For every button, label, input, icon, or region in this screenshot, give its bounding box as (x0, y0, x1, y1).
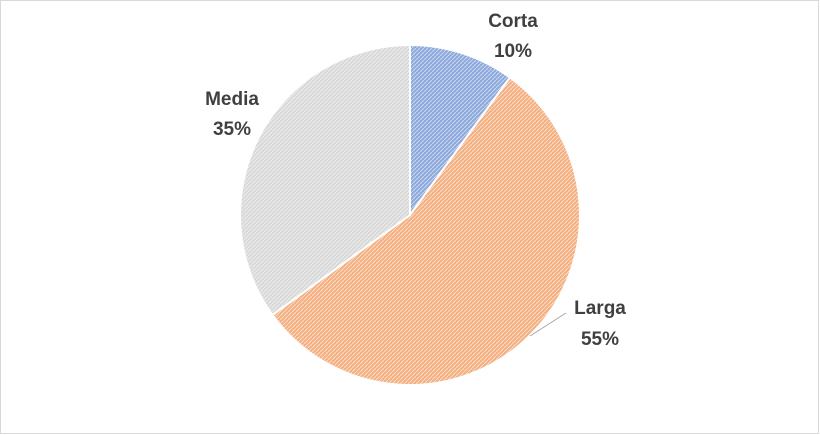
leader-line (529, 312, 567, 337)
slice-label: Media (205, 89, 259, 110)
slice-label: Corta (488, 11, 538, 32)
pie-slice (239, 43, 411, 317)
slice-value-label: 55% (581, 329, 619, 350)
pie-slice (271, 76, 582, 387)
pie (239, 43, 582, 387)
slice-value-label: 10% (494, 41, 532, 62)
slice-label: Larga (574, 298, 626, 319)
slice-value-label: 35% (213, 119, 251, 140)
pie-slice (409, 43, 512, 219)
